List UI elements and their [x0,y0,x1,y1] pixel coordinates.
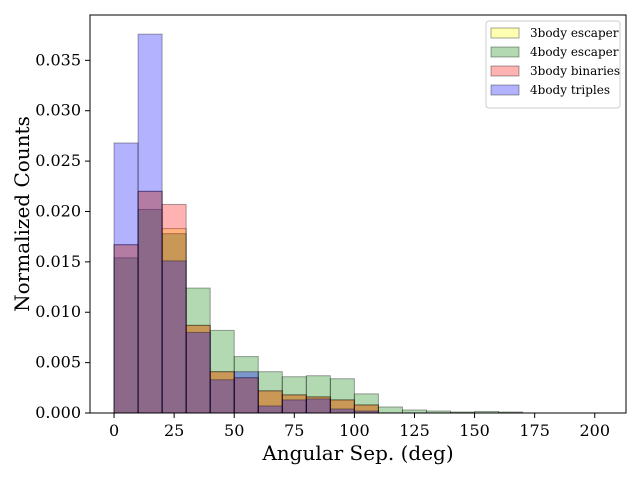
y-tick-label-4: 0.020 [35,201,81,220]
legend-swatch-2 [490,65,520,77]
bar-series-3-bin-2 [161,260,187,414]
legend-label-1: 4body escaper [530,45,619,59]
bar-series-1-bin-11 [377,406,403,414]
bar-series-3-bin-1 [137,33,163,414]
bar-series-0-bin-5 [233,377,259,414]
bar-series-3-bin-4 [209,379,235,414]
y-tick-label-2: 0.010 [35,302,81,321]
x-tick-label-5: 125 [399,421,430,440]
legend-swatch-3 [490,84,520,96]
bar-series-2-bin-2 [161,203,187,414]
y-tick-label-6: 0.030 [35,101,81,120]
x-tick-label-3: 75 [284,421,304,440]
y-axis-title: Normalized Counts [10,116,34,312]
bar-series-1-bin-3 [185,287,211,414]
y-tick-label-3: 0.015 [35,252,81,271]
x-tick-label-8: 200 [579,421,610,440]
bar-series-3-bin-6 [257,405,283,414]
plot-area-frame [89,14,627,414]
bar-series-0-bin-3 [185,324,211,414]
y-tick-label-7: 0.035 [35,50,81,69]
y-tick-label-0: 0.000 [35,403,81,422]
bar-series-2-bin-0 [113,244,139,414]
bar-series-1-bin-9 [329,378,355,414]
legend-label-3: 4body triples [530,83,610,97]
x-axis-ticks: 0 25 50 75 100 125 150 175 200 [109,413,610,440]
x-axis-title: Angular Sep. (deg) [261,441,453,465]
x-tick-label-7: 175 [519,421,550,440]
y-tick-label-1: 0.005 [35,353,81,372]
legend: 3body escaper 4body escaper 3body binaries… [485,20,621,109]
histogram-bars [113,33,524,414]
legend-label-0: 3body escaper [530,26,619,40]
bar-series-1-bin-4 [209,329,235,414]
x-tick-label-4: 100 [339,421,370,440]
bar-series-3-bin-7 [281,399,307,414]
legend-swatch-1 [490,46,520,58]
x-tick-label-2: 50 [224,421,244,440]
bar-series-3-bin-9 [329,408,355,414]
bar-series-2-bin-3 [185,324,211,414]
bar-series-1-bin-5 [233,356,259,414]
bar-series-3-bin-3 [185,331,211,414]
bar-series-1-bin-2 [161,233,187,414]
bar-series-1-bin-7 [281,376,307,414]
bar-series-1-bin-6 [257,371,283,414]
bar-series-3-bin-8 [305,398,331,414]
legend-swatch-0 [490,27,520,39]
x-tick-label-0: 0 [109,421,119,440]
x-tick-label-1: 25 [164,421,184,440]
bar-series-0-bin-1 [137,190,163,414]
y-tick-label-5: 0.025 [35,151,81,170]
bar-series-1-bin-0 [113,257,139,414]
legend-box [485,20,621,109]
x-tick-label-6: 150 [459,421,490,440]
legend-label-2: 3body binaries [530,64,620,78]
bar-series-1-bin-1 [137,208,163,414]
bar-series-0-bin-0 [113,244,139,414]
bar-series-3-bin-5 [233,371,259,414]
bar-series-3-bin-0 [113,142,139,414]
bar-series-1-bin-8 [305,375,331,414]
y-axis-ticks: 0.000 0.005 0.010 0.015 0.020 0.025 0.030 0.035 [35,50,90,422]
bar-series-2-bin-5 [233,377,259,414]
